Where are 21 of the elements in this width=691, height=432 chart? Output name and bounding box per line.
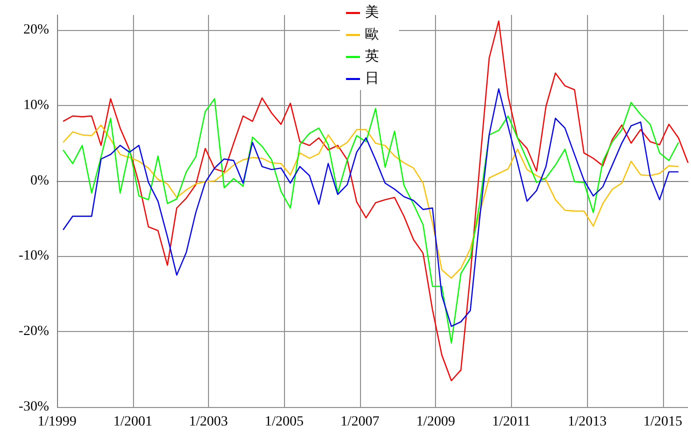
line-series [62, 124, 680, 279]
x-tick-label: 1/2001 [113, 414, 152, 430]
legend-label: 英 [365, 48, 379, 64]
legend-label: 歐 [365, 28, 379, 42]
y-tick-label: -20% [18, 324, 50, 340]
y-tick-label: 10% [23, 98, 50, 113]
y-tick-label: 20% [23, 22, 50, 38]
x-tick-label: 1/2011 [492, 414, 531, 430]
legend-label: 美 [365, 4, 379, 20]
x-tick-label: 1/2009 [416, 414, 456, 430]
line-series [62, 20, 689, 382]
y-tick-label: -30% [18, 400, 50, 414]
x-tick-label: 1/2005 [264, 414, 304, 430]
x-tick-label: 1/1999 [38, 414, 76, 430]
y-tick-label: 0% [30, 173, 50, 188]
x-tick-label: 1/2007 [340, 414, 380, 430]
x-tick-label: 1/2015 [643, 414, 682, 430]
legend-label: 日 [365, 72, 379, 86]
x-tick-label: 1/2013 [568, 414, 607, 430]
y-tick-label: -10% [18, 248, 50, 264]
x-tick-label: 1/2003 [189, 414, 228, 430]
